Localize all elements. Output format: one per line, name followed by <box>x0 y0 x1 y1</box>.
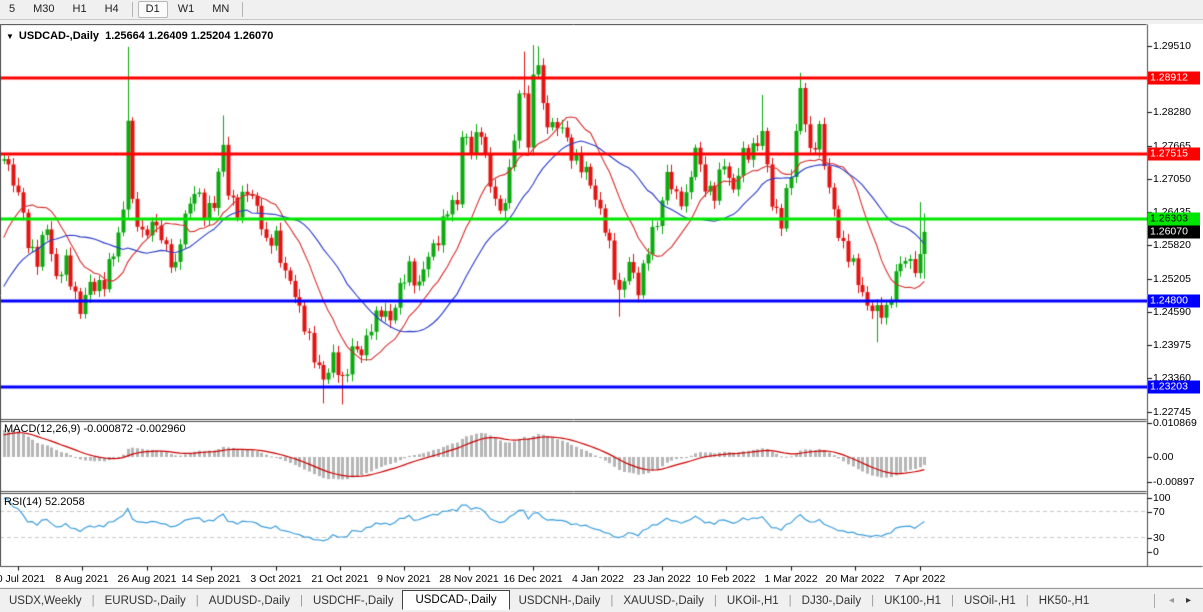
toolbar-separator <box>242 2 244 17</box>
time-axis-label: 20 Jul 2021 <box>0 573 46 585</box>
tab-usdcad-daily[interactable]: USDCAD-,Daily <box>402 590 510 610</box>
period-button-d1[interactable]: D1 <box>137 1 168 18</box>
price-badge: 1.24800 <box>1148 294 1200 308</box>
tab-separator: | <box>91 594 95 607</box>
indicator-axis-tick: 100 <box>1153 492 1171 504</box>
price-badge: 1.27515 <box>1148 147 1200 161</box>
tab-usdcnh-daily[interactable]: USDCNH-,Daily <box>518 594 601 607</box>
tab-separator: | <box>1025 594 1029 607</box>
tab-scroll-separator <box>1153 593 1155 608</box>
price-axis-tick: 1.23975 <box>1153 339 1191 352</box>
tab-separator: | <box>299 594 303 607</box>
tab-separator: | <box>951 594 954 607</box>
time-axis-label: 1 Mar 2022 <box>764 573 818 585</box>
tab-separator: | <box>788 594 792 607</box>
tab-usdx-weekly[interactable]: USDX,Weekly <box>9 594 82 607</box>
tab-usoil-h1[interactable]: USOil-,H1 <box>964 594 1016 607</box>
price-axis-tick: 1.22745 <box>1153 405 1191 418</box>
tab-usdchf-daily[interactable]: USDCHF-,Daily <box>312 594 394 607</box>
symbol-dropdown-icon[interactable]: ▼ <box>6 32 14 41</box>
price-badge: 1.26070 <box>1148 225 1200 239</box>
time-axis-label: 9 Nov 2021 <box>377 573 431 585</box>
time-axis-label: 4 Jan 2022 <box>572 573 624 585</box>
tab-separator: | <box>713 594 717 607</box>
time-axis-label: 20 Mar 2022 <box>825 573 885 585</box>
period-button-w1[interactable]: W1 <box>177 3 195 15</box>
macd-indicator-label: MACD(12,26,9) -0.000872 -0.002960 <box>4 423 186 435</box>
tab-eurusd-daily[interactable]: EURUSD-,Daily <box>104 594 186 607</box>
price-badge: 1.26303 <box>1148 212 1200 226</box>
tab-uk100-h1[interactable]: UK100-,H1 <box>884 594 941 607</box>
tab-scroll-right-icon[interactable]: ▸ <box>1185 595 1191 606</box>
chart-ohlc-values: 1.25664 1.26409 1.25204 1.26070 <box>105 30 274 42</box>
period-button-m30[interactable]: M30 <box>33 3 55 15</box>
time-axis-label: 16 Dec 2021 <box>503 573 563 585</box>
timeframe-toolbar: 5 M30 H1 H4 D1 W1 MN <box>0 0 1203 20</box>
period-button-h1[interactable]: H1 <box>72 3 87 15</box>
price-axis-tick: 1.29510 <box>1153 39 1191 52</box>
period-button-mn[interactable]: MN <box>212 3 230 15</box>
price-badge: 1.28912 <box>1148 71 1200 85</box>
price-badge: 1.23203 <box>1148 380 1200 394</box>
tab-separator: | <box>195 594 199 607</box>
indicator-axis-tick: 0.00 <box>1153 451 1174 463</box>
chart-title: ▼ USDCAD-,Daily 1.25664 1.26409 1.25204 1… <box>6 30 273 42</box>
tab-separator: | <box>610 594 614 607</box>
time-axis-label: 14 Sep 2021 <box>181 573 241 585</box>
chart-symbol-period: USDCAD-,Daily <box>18 30 99 42</box>
tab-ukoil-h1[interactable]: UKOil-,H1 <box>726 594 779 607</box>
tab-xauusd-daily[interactable]: XAUUSD-,Daily <box>623 594 704 607</box>
price-axis-tick: 1.24590 <box>1153 305 1191 318</box>
tab-hk50-h1[interactable]: HK50-,H1 <box>1038 594 1090 607</box>
indicator-axis-tick: 30 <box>1153 532 1165 544</box>
time-axis-label: 28 Nov 2021 <box>439 573 499 585</box>
tab-dj30-daily[interactable]: DJ30-,Daily <box>801 594 862 607</box>
toolbar-separator <box>131 2 133 17</box>
tab-audusd-daily[interactable]: AUDUSD-,Daily <box>208 594 290 607</box>
indicator-axis-tick: -0.00897 <box>1153 476 1195 488</box>
time-axis-label: 23 Jan 2022 <box>633 573 691 585</box>
time-axis-label: 10 Feb 2022 <box>696 573 756 585</box>
tab-scroll-left-icon[interactable]: ◂ <box>1168 595 1174 606</box>
rsi-indicator-label: RSI(14) 52.2058 <box>4 496 85 508</box>
chart-workspace: ▼ USDCAD-,Daily 1.25664 1.26409 1.25204 1… <box>0 24 1203 587</box>
symbol-tabbar: USDX,Weekly | EURUSD-,Daily | AUDUSD-,Daily |… <box>0 588 1203 612</box>
time-axis-label: 3 Oct 2021 <box>250 573 302 585</box>
indicator-axis-tick: 70 <box>1153 506 1165 518</box>
indicator-axis-tick: 0.010869 <box>1153 417 1197 429</box>
period-button-5[interactable]: 5 <box>9 3 16 15</box>
price-chart-canvas[interactable] <box>0 24 1203 587</box>
price-axis-tick: 1.25820 <box>1153 239 1191 252</box>
time-axis-label: 26 Aug 2021 <box>117 573 177 585</box>
indicator-axis-tick: 0 <box>1153 546 1159 558</box>
tab-separator: | <box>871 594 875 607</box>
price-axis-tick: 1.28280 <box>1153 106 1191 119</box>
time-axis-label: 7 Apr 2022 <box>894 573 946 585</box>
time-axis-label: 21 Oct 2021 <box>311 573 369 585</box>
time-axis-label: 8 Aug 2021 <box>55 573 109 585</box>
period-button-h4[interactable]: H4 <box>104 3 119 15</box>
price-axis-tick: 1.27050 <box>1153 172 1191 185</box>
price-axis-tick: 1.25205 <box>1153 272 1191 285</box>
